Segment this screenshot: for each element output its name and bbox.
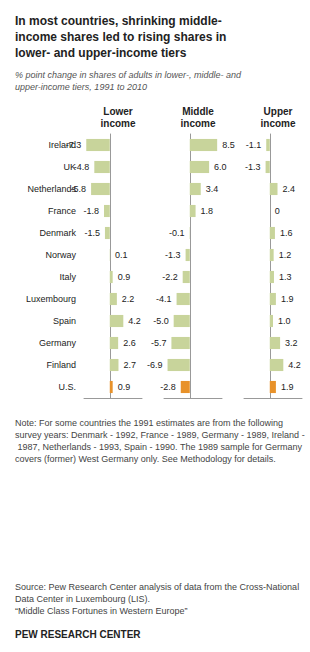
svg-text:-1.3: -1.3	[165, 250, 181, 260]
svg-text:-1.8: -1.8	[83, 206, 99, 216]
svg-text:Finland: Finland	[46, 360, 76, 370]
svg-text:survey years: Denmark - 1992,: survey years: Denmark - 1992, France - 1…	[15, 430, 305, 440]
svg-text:1.8: 1.8	[201, 206, 214, 216]
svg-text:3.4: 3.4	[206, 184, 219, 194]
svg-text:Ireland: Ireland	[48, 140, 76, 150]
svg-text:PEW RESEARCH CENTER: PEW RESEARCH CENTER	[15, 629, 141, 640]
svg-text:1987, Netherlands - 1993, Spai: 1987, Netherlands - 1993, Spain - 1990. …	[15, 442, 305, 452]
svg-text:Upper: Upper	[264, 106, 293, 117]
svg-text:-4.8: -4.8	[74, 162, 90, 172]
svg-text:U.S.: U.S.	[58, 382, 76, 392]
svg-text:lower- and upper-income tiers: lower- and upper-income tiers	[15, 46, 187, 60]
svg-text:Lower: Lower	[103, 106, 133, 117]
svg-text:income shares led to rising sh: income shares led to rising shares in	[15, 30, 226, 44]
svg-text:“Middle Class Fortunes in West: “Middle Class Fortunes in Western Europe…	[15, 606, 187, 616]
svg-text:1.3: 1.3	[279, 272, 292, 282]
svg-text:-2.8: -2.8	[160, 382, 176, 392]
svg-text:Data Center in Luxembourg (LIS: Data Center in Luxembourg (LIS).	[15, 594, 150, 604]
svg-text:1.6: 1.6	[280, 228, 293, 238]
svg-text:Norway: Norway	[45, 250, 76, 260]
svg-text:-4.1: -4.1	[156, 294, 172, 304]
svg-text:2.6: 2.6	[123, 338, 136, 348]
svg-text:1.9: 1.9	[281, 294, 294, 304]
svg-text:Source: Pew Research Center an: Source: Pew Research Center analysis of …	[15, 582, 302, 592]
svg-text:Denmark: Denmark	[39, 228, 76, 238]
svg-text:-5.0: -5.0	[153, 316, 169, 326]
svg-text:France: France	[48, 206, 76, 216]
svg-text:1.2: 1.2	[279, 250, 292, 260]
svg-text:3.2: 3.2	[285, 338, 298, 348]
svg-text:-1.5: -1.5	[84, 228, 100, 238]
svg-text:-0.1: -0.1	[169, 228, 185, 238]
svg-text:-5.7: -5.7	[151, 338, 167, 348]
svg-text:Luxembourg: Luxembourg	[26, 294, 76, 304]
svg-text:1.9: 1.9	[281, 382, 294, 392]
svg-text:Italy: Italy	[59, 272, 76, 282]
svg-text:-7.3: -7.3	[66, 140, 82, 150]
svg-text:-5.8: -5.8	[71, 184, 87, 194]
svg-text:4.2: 4.2	[128, 316, 141, 326]
svg-text:% point change in shares of ad: % point change in shares of adults in lo…	[15, 70, 242, 80]
svg-text:-6.9: -6.9	[147, 360, 163, 370]
svg-text:2.4: 2.4	[283, 184, 296, 194]
svg-text:UK: UK	[63, 162, 76, 172]
svg-text:-1.1: -1.1	[246, 140, 262, 150]
svg-text:income: income	[100, 118, 135, 129]
svg-text:covers (former) West Germany o: covers (former) West Germany only. See M…	[15, 454, 276, 464]
svg-text:0.1: 0.1	[115, 250, 128, 260]
svg-text:6.0: 6.0	[214, 162, 227, 172]
svg-text:Netherlands: Netherlands	[27, 184, 76, 194]
svg-text:1.0: 1.0	[278, 316, 291, 326]
svg-text:Middle: Middle	[182, 106, 214, 117]
svg-text:0.9: 0.9	[118, 382, 131, 392]
svg-text:Spain: Spain	[53, 316, 76, 326]
svg-text:-1.3: -1.3	[245, 162, 261, 172]
svg-text:upper-income tiers, 1991 to 20: upper-income tiers, 1991 to 2010	[15, 82, 147, 92]
svg-text:2.2: 2.2	[122, 294, 135, 304]
svg-text:0: 0	[275, 206, 280, 216]
svg-text:income: income	[260, 118, 295, 129]
svg-text:8.5: 8.5	[222, 140, 235, 150]
svg-text:Germany: Germany	[39, 338, 77, 348]
svg-text:-2.2: -2.2	[162, 272, 178, 282]
svg-text:4.2: 4.2	[288, 360, 301, 370]
svg-text:2.7: 2.7	[123, 360, 136, 370]
svg-text:In most countries, shrinking m: In most countries, shrinking middle-	[15, 14, 222, 28]
svg-text:Note: For some countries the 1: Note: For some countries the 1991 estima…	[15, 418, 286, 428]
svg-text:0.9: 0.9	[118, 272, 131, 282]
svg-text:income: income	[180, 118, 215, 129]
